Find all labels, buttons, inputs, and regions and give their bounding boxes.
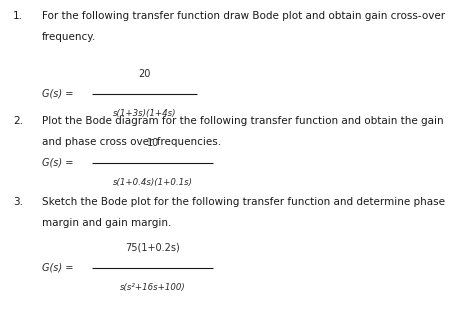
Text: s(1+0.4s)(1+0.1s): s(1+0.4s)(1+0.1s) xyxy=(113,178,193,187)
Text: Plot the Bode diagram for the following transfer function and obtain the gain: Plot the Bode diagram for the following … xyxy=(42,116,443,126)
Text: s(s²+16s+100): s(s²+16s+100) xyxy=(120,283,186,292)
Text: s(1+3s)(1+4s): s(1+3s)(1+4s) xyxy=(113,109,176,118)
Text: 75(1+0.2s): 75(1+0.2s) xyxy=(126,243,180,253)
Text: frequency.: frequency. xyxy=(42,32,96,42)
Text: and phase cross over frequencies.: and phase cross over frequencies. xyxy=(42,137,221,147)
Text: Sketch the Bode plot for the following transfer function and determine phase: Sketch the Bode plot for the following t… xyxy=(42,197,445,207)
Text: margin and gain margin.: margin and gain margin. xyxy=(42,218,171,228)
Text: 3.: 3. xyxy=(13,197,23,207)
Text: G(s) =: G(s) = xyxy=(42,89,73,99)
Text: 1.: 1. xyxy=(13,11,23,21)
Text: G(s) =: G(s) = xyxy=(42,263,73,273)
Text: For the following transfer function draw Bode plot and obtain gain cross-over: For the following transfer function draw… xyxy=(42,11,445,21)
Text: 2.: 2. xyxy=(13,116,23,126)
Text: G(s) =: G(s) = xyxy=(42,158,73,168)
Text: 20: 20 xyxy=(138,69,151,79)
Text: 10: 10 xyxy=(147,138,159,148)
